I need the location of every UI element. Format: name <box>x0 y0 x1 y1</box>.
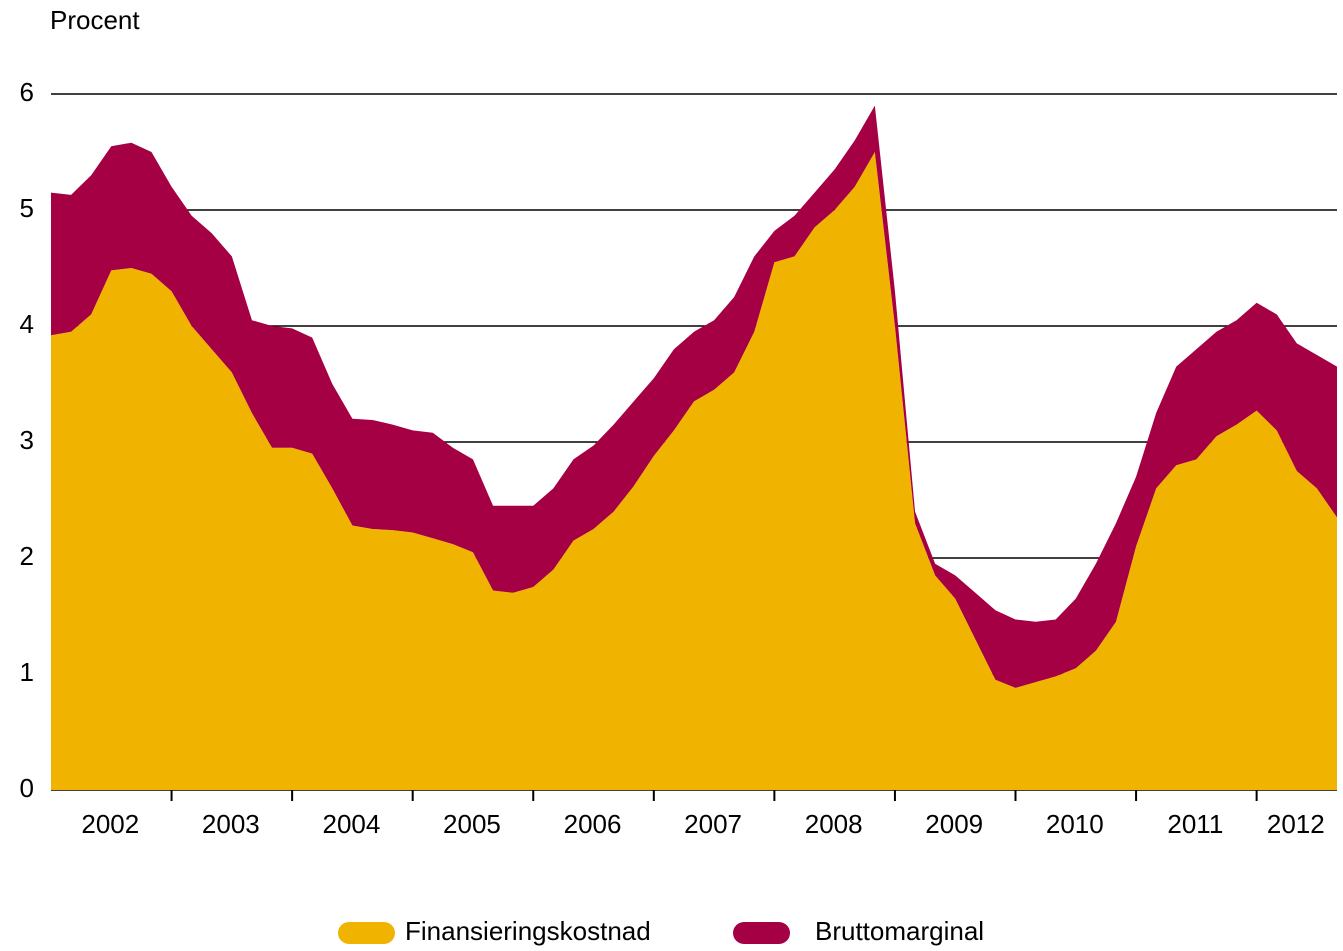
y-tick-label: 1 <box>20 657 34 687</box>
x-tick-label: 2006 <box>564 809 622 839</box>
x-tick-label: 2009 <box>925 809 983 839</box>
legend-swatch <box>338 922 395 944</box>
y-tick-label: 0 <box>20 773 34 803</box>
y-axis-label: Procent <box>50 5 140 35</box>
y-tick-label: 3 <box>20 425 34 455</box>
legend-swatch <box>733 922 790 944</box>
x-tick-label: 2004 <box>322 809 380 839</box>
y-tick-label: 4 <box>20 309 34 339</box>
legend-label: Finansieringskostnad <box>405 916 651 946</box>
x-tick-label: 2008 <box>805 809 863 839</box>
x-tick-label: 2012 <box>1267 809 1325 839</box>
y-tick-label: 5 <box>20 193 34 223</box>
x-tick-label: 2007 <box>684 809 742 839</box>
y-tick-label: 6 <box>20 77 34 107</box>
x-tick-label: 2005 <box>443 809 501 839</box>
x-tick-label: 2010 <box>1046 809 1104 839</box>
y-tick-label: 2 <box>20 541 34 571</box>
area <box>51 152 1337 790</box>
x-tick-label: 2011 <box>1167 809 1223 839</box>
legend-label: Bruttomarginal <box>815 916 984 946</box>
x-tick-label: 2003 <box>202 809 260 839</box>
area <box>51 105 1337 688</box>
x-tick-label: 2002 <box>81 809 139 839</box>
